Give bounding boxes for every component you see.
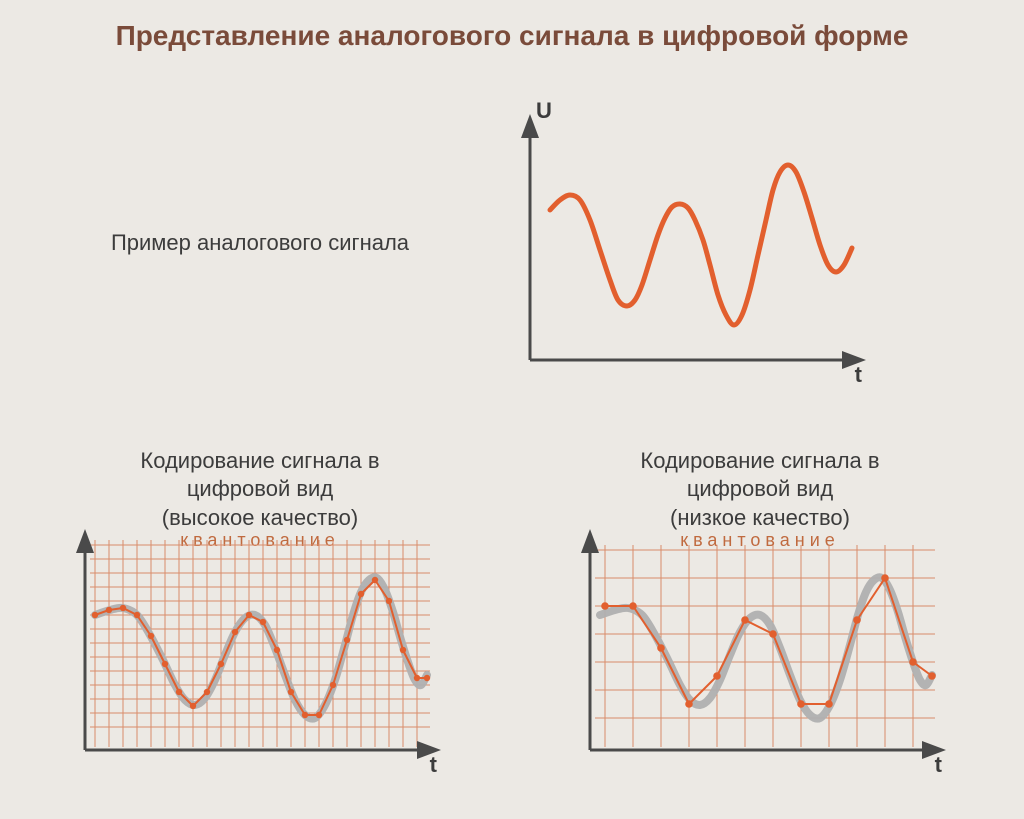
- analog-example-label: Пример аналогового сигнала: [60, 200, 460, 257]
- hq-sampling-text: дискретизация: [166, 814, 355, 819]
- analog-example-text: Пример аналогового сигнала: [111, 230, 409, 255]
- hq-chart-svg: t: [55, 520, 455, 790]
- hq-sampling-label: дискретизация: [60, 790, 460, 819]
- svg-text:t: t: [855, 362, 863, 387]
- svg-text:t: t: [935, 752, 943, 777]
- svg-text:t: t: [430, 752, 438, 777]
- page: Представление аналогового сигнала в цифр…: [0, 0, 1024, 819]
- top-chart-svg: tU: [500, 100, 880, 400]
- main-title: Представление аналогового сигнала в цифр…: [0, 18, 1024, 53]
- lq-sampling-label: дискретизация: [560, 790, 960, 819]
- hq-chart: t: [55, 520, 455, 790]
- svg-text:U: U: [536, 100, 552, 123]
- lq-sampling-text: дискретизация: [666, 814, 855, 819]
- main-title-text: Представление аналогового сигнала в цифр…: [116, 20, 909, 51]
- top-chart: tU: [500, 100, 880, 400]
- lq-chart: t: [560, 520, 960, 790]
- lq-chart-svg: t: [560, 520, 960, 790]
